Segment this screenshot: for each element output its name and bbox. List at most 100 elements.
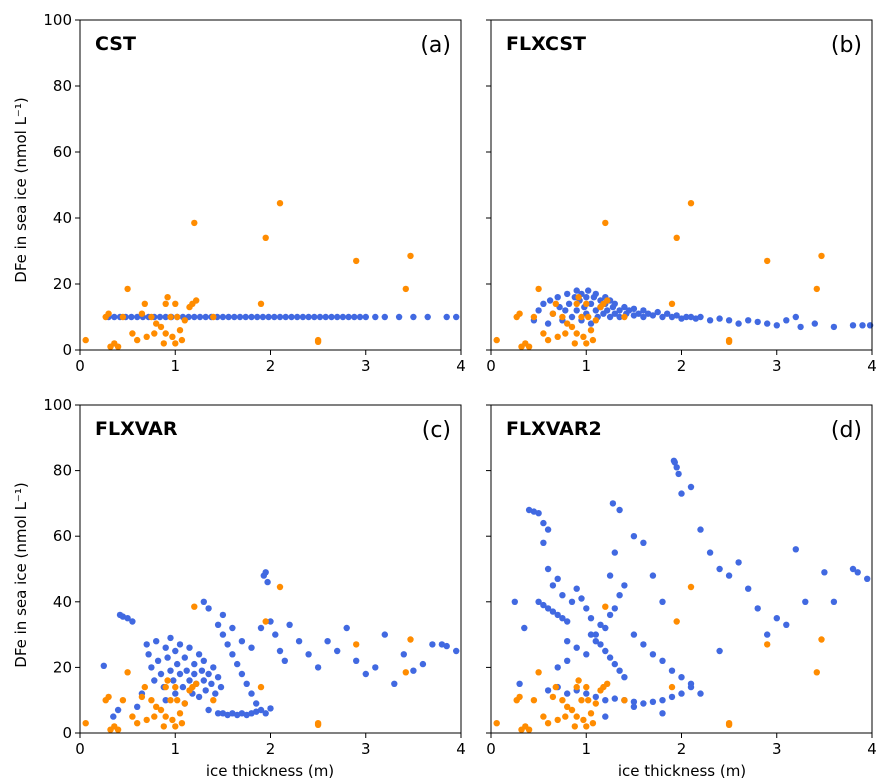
model-point: [114, 706, 122, 714]
model-point: [611, 549, 618, 556]
obs-point: [162, 713, 169, 720]
model-point: [162, 644, 169, 651]
obs-point: [544, 336, 552, 344]
model-point: [597, 621, 604, 628]
model-point: [568, 313, 576, 321]
model-point: [172, 647, 179, 655]
model-point: [564, 690, 571, 697]
model-point: [630, 698, 638, 705]
model-point: [697, 526, 704, 533]
obs-point: [621, 697, 628, 704]
model-point: [649, 572, 657, 579]
obs-point: [575, 294, 582, 301]
model-point: [521, 624, 528, 632]
obs-point: [143, 716, 150, 724]
obs-point: [687, 200, 695, 207]
obs-point: [169, 333, 176, 340]
model-point: [602, 647, 609, 655]
model-point: [745, 585, 752, 592]
model-point: [821, 569, 828, 576]
obs-point: [571, 723, 578, 730]
model-point: [583, 690, 590, 697]
model-point: [372, 664, 379, 671]
model-point: [802, 598, 809, 605]
model-point: [195, 693, 203, 701]
obs-point: [129, 330, 136, 337]
model-point: [200, 657, 207, 664]
obs-point: [562, 330, 569, 337]
obs-point: [578, 313, 585, 321]
model-point: [219, 313, 227, 321]
plot-frame: [79, 19, 462, 351]
obs-point: [153, 703, 160, 710]
x-tick-label: 4: [456, 740, 466, 758]
model-point: [195, 651, 203, 658]
obs-point: [589, 336, 597, 344]
obs-point: [583, 340, 590, 347]
obs-point: [167, 313, 174, 321]
model-point: [745, 317, 752, 324]
model-point: [281, 657, 288, 664]
model-point: [225, 313, 232, 321]
y-tick-label: 40: [53, 209, 72, 227]
model-point: [573, 287, 580, 294]
obs-point: [129, 713, 136, 720]
model-point: [391, 680, 398, 687]
obs-point: [141, 683, 148, 691]
obs-point: [134, 336, 141, 344]
model-point: [419, 660, 427, 668]
y-tick-label: 80: [53, 462, 72, 480]
model-point: [111, 313, 118, 321]
obs-point: [164, 294, 171, 301]
model-point: [191, 660, 198, 668]
model-point: [609, 500, 617, 507]
model-point: [351, 313, 358, 321]
model-point: [294, 313, 301, 321]
obs-point: [583, 723, 590, 730]
model-point: [611, 605, 618, 612]
model-point: [797, 323, 804, 331]
model-point: [322, 313, 329, 321]
model-point: [606, 313, 614, 321]
obs-point: [210, 697, 217, 704]
obs-point: [580, 333, 587, 340]
model-point: [316, 313, 324, 321]
obs-point: [604, 680, 611, 687]
model-point: [395, 313, 403, 321]
obs-point: [172, 340, 179, 347]
obs-point: [585, 697, 592, 704]
model-point: [706, 549, 714, 556]
obs-point: [573, 330, 580, 337]
model-point: [659, 710, 666, 717]
model-point: [334, 313, 341, 321]
model-point: [205, 670, 212, 678]
obs-point: [818, 636, 825, 643]
x-tick-label: 2: [677, 740, 687, 758]
obs-point: [157, 706, 165, 714]
obs-point: [151, 713, 158, 720]
model-point: [630, 631, 638, 638]
obs-point: [148, 313, 155, 321]
model-point: [191, 313, 198, 321]
model-point: [381, 313, 388, 321]
model-point: [324, 638, 331, 645]
x-tick-label: 3: [361, 357, 371, 375]
model-point: [649, 698, 657, 705]
obs-point: [578, 697, 585, 704]
model-point: [212, 690, 219, 697]
model-point: [181, 654, 188, 661]
model-point: [716, 565, 723, 573]
model-point: [157, 670, 165, 678]
x-tick-label: 1: [581, 357, 591, 375]
model-point: [830, 598, 838, 605]
model-point: [673, 312, 680, 319]
points-group: [493, 457, 871, 733]
obs-point: [673, 618, 680, 625]
model-point: [224, 711, 231, 719]
model-point: [697, 313, 704, 321]
model-point: [668, 693, 676, 701]
model-point: [540, 539, 547, 546]
model-point: [254, 313, 261, 321]
model-point: [243, 711, 250, 719]
obs-point: [191, 219, 198, 227]
